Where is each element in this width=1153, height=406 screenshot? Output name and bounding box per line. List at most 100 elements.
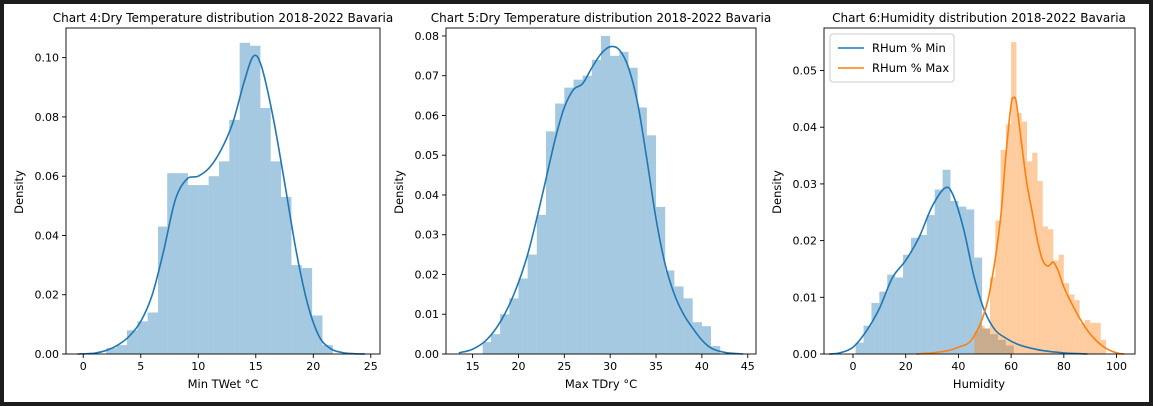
histogram-bar xyxy=(509,298,519,354)
histogram-bar xyxy=(555,103,565,354)
histogram-bar xyxy=(1032,152,1038,354)
histogram-1 xyxy=(855,169,1014,354)
histogram-bar xyxy=(926,215,935,354)
y-tick-label: 0.05 xyxy=(415,149,440,162)
y-tick-label: 0.00 xyxy=(415,348,440,361)
histogram-bar xyxy=(1037,181,1043,354)
y-tick-label: 0.05 xyxy=(793,65,818,78)
y-tick-label: 0.08 xyxy=(415,30,440,43)
kde-line-2 xyxy=(916,96,1125,355)
axes-frame xyxy=(823,27,1136,355)
histogram-bar xyxy=(482,342,491,354)
histogram-bar xyxy=(137,321,148,354)
histogram-bar xyxy=(1011,42,1017,355)
x-tick-label: 20 xyxy=(899,360,913,373)
histogram-bar xyxy=(990,277,996,354)
histogram-1 xyxy=(106,42,333,355)
plot-area-5: 15 20 25 30 35 40 45 0.00 0.01 0.02 0.03 0.04 0.05 0.… xyxy=(415,27,757,373)
x-tick-label: 100 xyxy=(1106,360,1127,373)
histogram-bar xyxy=(637,107,647,354)
axes-frame xyxy=(65,27,381,355)
y-tick-label: 0.03 xyxy=(415,229,440,242)
x-axis-label: Min TWet °C xyxy=(188,377,259,391)
histogram-bar xyxy=(619,51,629,354)
histogram-bar xyxy=(218,161,230,354)
x-axis-label: Humidity xyxy=(953,377,1005,391)
histogram-bar xyxy=(126,330,138,354)
histogram-bar xyxy=(997,339,1006,354)
histogram-bar xyxy=(918,234,927,354)
histogram-bar xyxy=(990,334,998,354)
y-tick-label: 0.04 xyxy=(793,121,818,134)
plot-area-4: 0 5 10 15 20 25 0.00 0.02 0.04 0.06 0.08 0.10 xyxy=(35,27,381,373)
plot-area-6: 0 20 40 60 80 100 0.00 0.01 0.02 0.03 0.04 0.05 RHum… xyxy=(793,27,1136,373)
x-tick-label: 10 xyxy=(191,360,205,373)
histogram-bar xyxy=(177,173,188,354)
y-tick-label: 0.01 xyxy=(793,291,818,304)
y-tick-label: 0.01 xyxy=(415,308,440,321)
kde-line-1 xyxy=(458,45,744,355)
chart-title: Chart 5:Dry Temperature distribution 201… xyxy=(431,11,771,25)
histogram-bar xyxy=(270,161,282,354)
x-tick-label: 5 xyxy=(137,360,144,373)
histogram-bar xyxy=(934,189,943,354)
histogram-bar xyxy=(903,254,911,354)
y-axis-label: Density xyxy=(12,170,26,214)
histogram-bar xyxy=(208,176,219,354)
histogram-bar xyxy=(1042,226,1049,354)
histogram-bar xyxy=(610,55,620,354)
histogram-bar xyxy=(701,326,712,354)
y-tick-label: 0.06 xyxy=(35,170,60,183)
y-tick-label: 0.00 xyxy=(35,348,60,361)
histogram-bar xyxy=(887,274,896,354)
histogram-bar xyxy=(250,45,261,354)
histogram-bar xyxy=(879,291,888,354)
x-tick-label: 0 xyxy=(80,360,87,373)
histogram-bar xyxy=(1048,229,1054,354)
histogram-bar xyxy=(106,348,117,354)
y-tick-label: 0.06 xyxy=(415,109,440,122)
y-tick-label: 0.02 xyxy=(793,235,818,248)
histogram-bar xyxy=(518,278,528,354)
histogram-bar xyxy=(974,257,983,354)
histogram-bar xyxy=(158,226,168,354)
histogram-bar xyxy=(536,214,546,354)
x-tick-label: 80 xyxy=(1057,360,1071,373)
histogram-bar xyxy=(527,254,537,354)
histogram-bar xyxy=(910,237,919,354)
y-tick-label: 0.08 xyxy=(35,111,60,124)
legend: RHum % Min RHum % Max xyxy=(829,33,955,83)
kde-line-1 xyxy=(829,186,1088,355)
x-tick-label: 60 xyxy=(1004,360,1018,373)
x-tick-label: 45 xyxy=(741,360,755,373)
legend-label: RHum % Min xyxy=(872,41,946,55)
histogram-bar xyxy=(979,325,985,354)
histogram-bar xyxy=(895,277,904,354)
histogram-bar xyxy=(582,75,592,355)
x-tick-label: 40 xyxy=(951,360,965,373)
chart-6: Chart 6:Humidity distribution 2018-2022 … xyxy=(770,11,1126,391)
histogram-bar xyxy=(601,35,611,354)
histogram-bar xyxy=(974,331,980,354)
histogram-bar xyxy=(1058,254,1064,354)
legend-label: RHum % Max xyxy=(872,61,949,75)
x-tick-label: 20 xyxy=(511,360,525,373)
x-tick-label: 20 xyxy=(306,360,320,373)
histogram-bar xyxy=(863,325,872,354)
histogram-bar xyxy=(281,196,292,354)
histogram-bar xyxy=(1026,161,1033,354)
histogram-bar xyxy=(1005,124,1012,354)
chart-title: Chart 4:Dry Temperature distribution 201… xyxy=(53,11,393,25)
histogram-bar xyxy=(1005,345,1014,354)
y-axis-label: Density xyxy=(770,170,784,214)
x-tick-label: 0 xyxy=(849,360,856,373)
histogram-bar xyxy=(239,42,251,354)
histogram-2 xyxy=(974,42,1107,355)
histogram-1 xyxy=(482,35,721,355)
figure: Chart 4:Dry Temperature distribution 201… xyxy=(4,4,1149,402)
histogram-bar xyxy=(958,206,967,354)
histogram-bar xyxy=(167,173,178,354)
histogram-bar xyxy=(628,67,638,354)
x-axis-label: Max TDry °C xyxy=(565,377,637,391)
histogram-bar xyxy=(982,328,991,354)
